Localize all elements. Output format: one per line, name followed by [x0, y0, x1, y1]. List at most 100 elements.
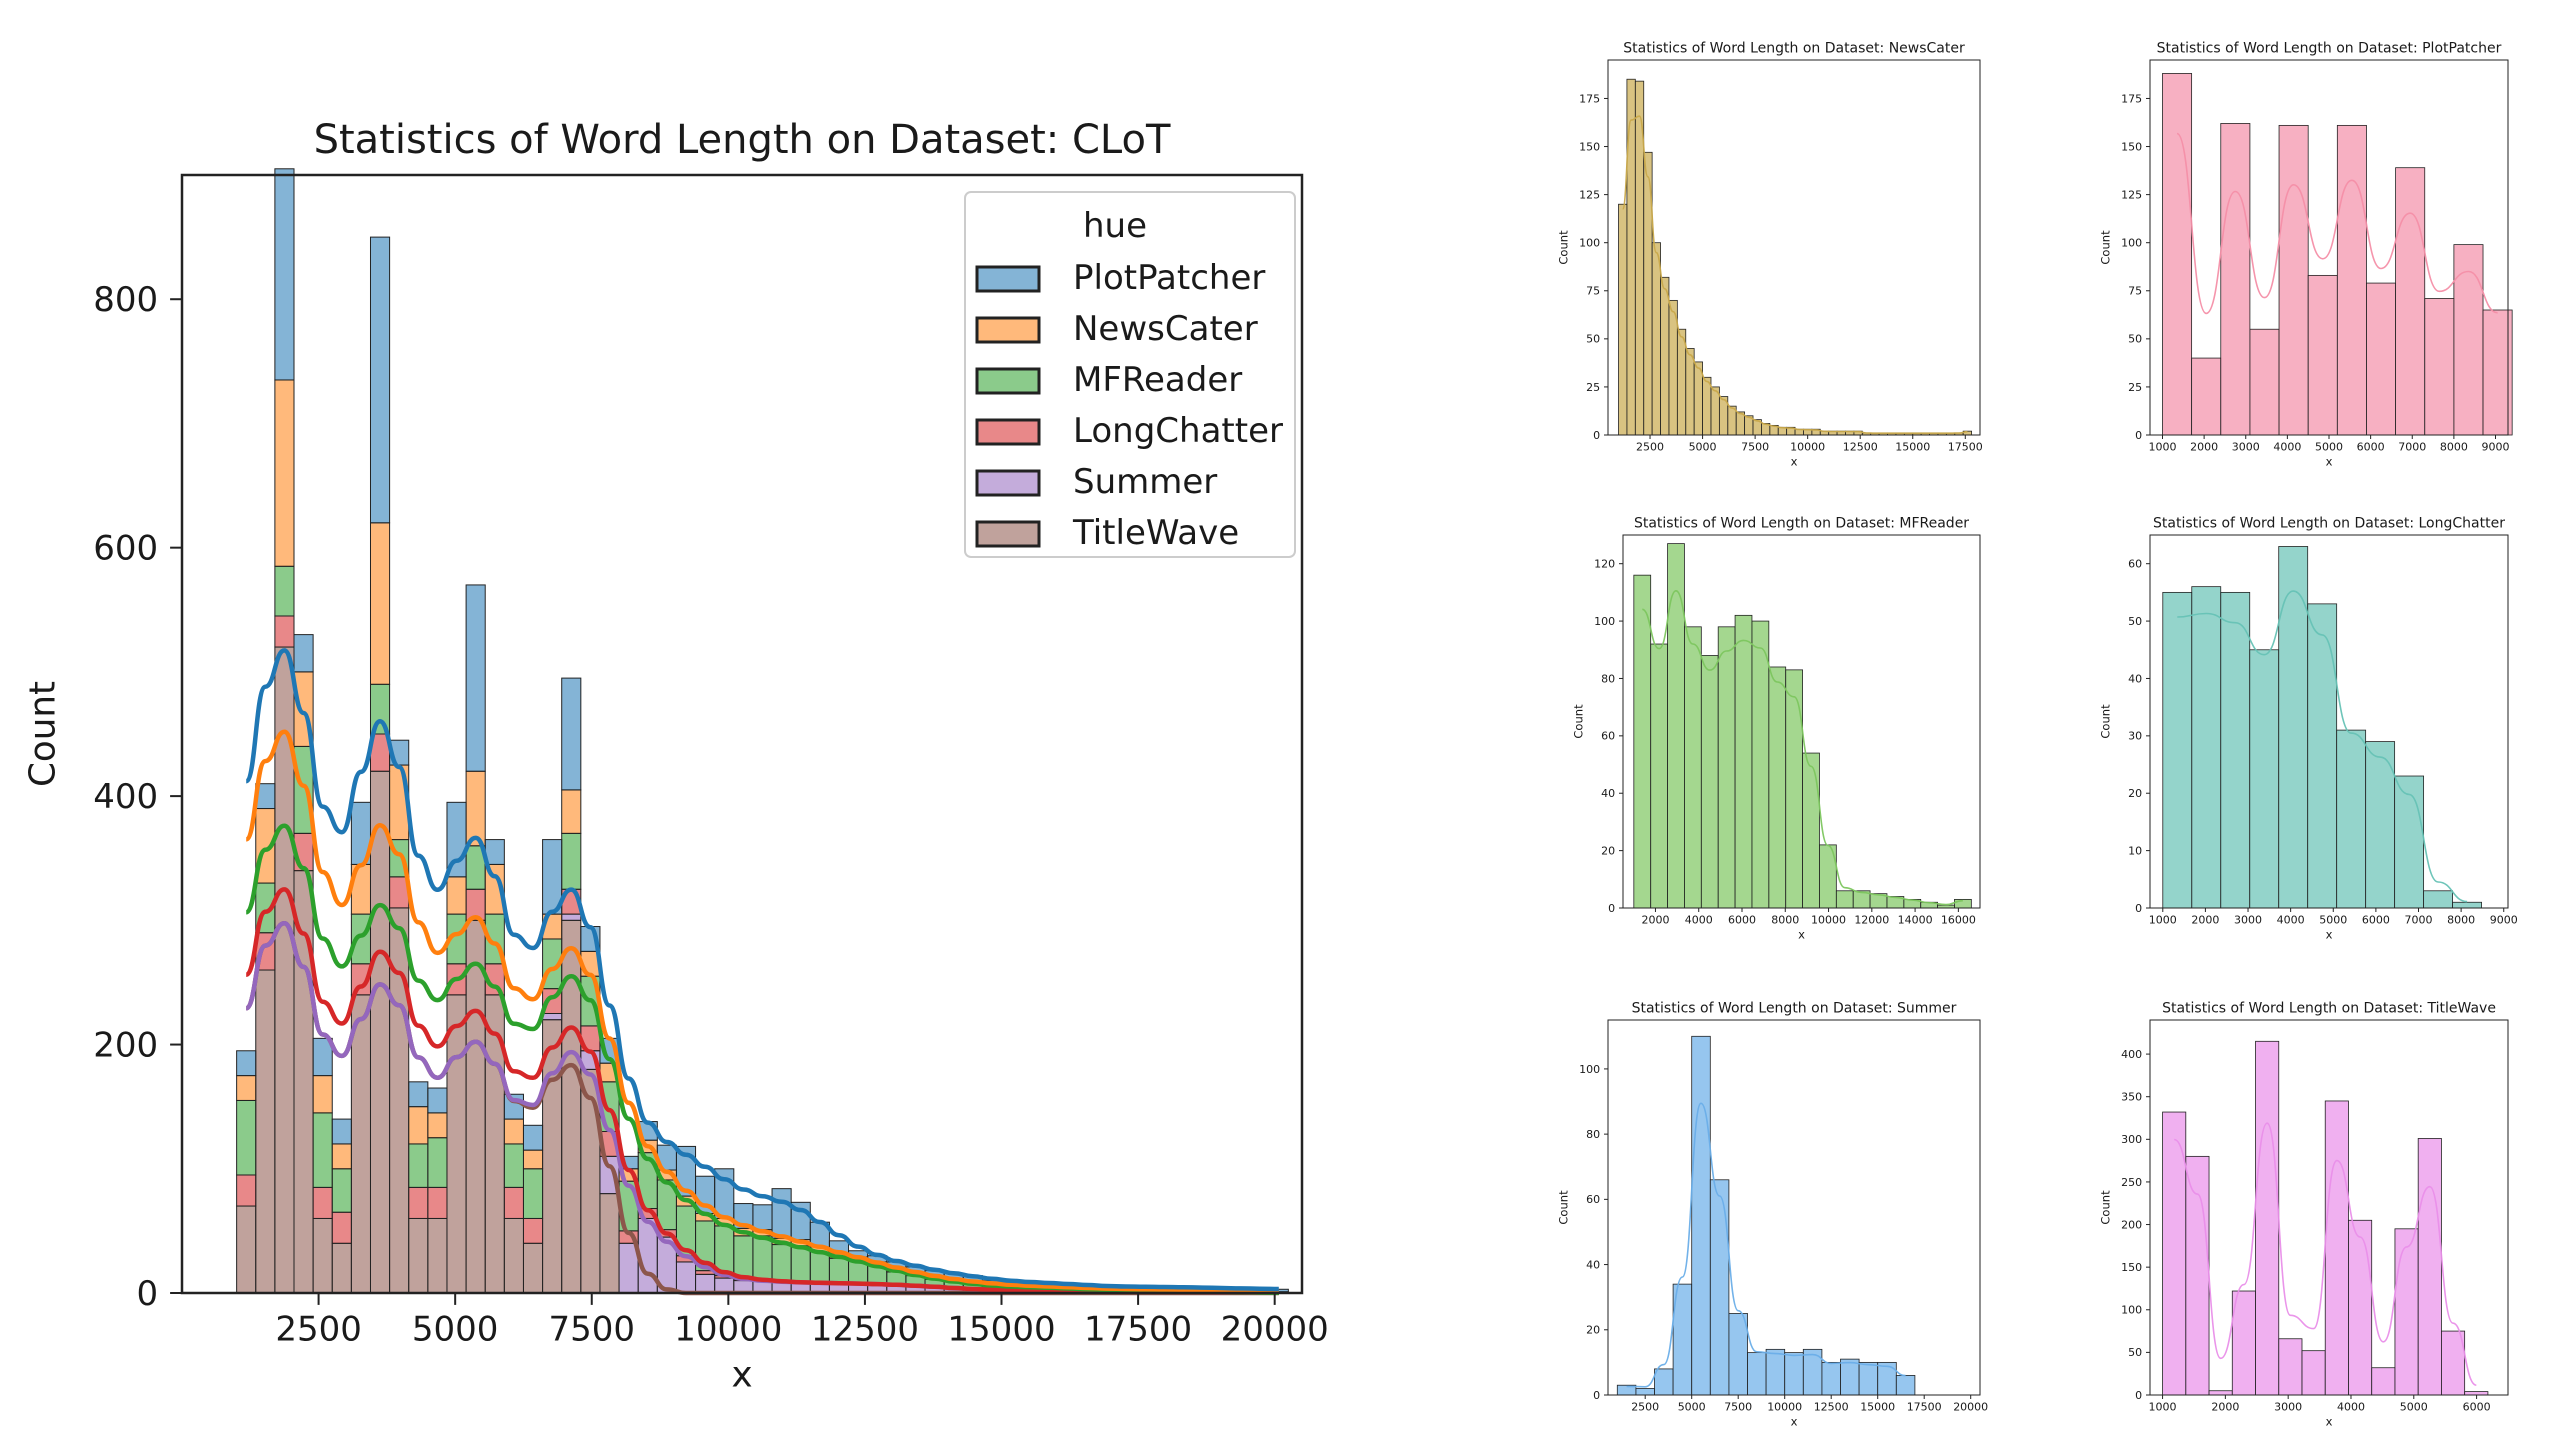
newscater-xtick-label: 7500 [1741, 441, 1769, 454]
mfreader-ytick-label: 100 [1594, 615, 1615, 628]
longchatter-title: Statistics of Word Length on Dataset: Lo… [2153, 515, 2505, 531]
plotpatcher-bar [2424, 298, 2455, 436]
mfreader-bar [1734, 614, 1753, 909]
summer-bar [1895, 1375, 1916, 1396]
mfreader-xtick-label: 2000 [1641, 914, 1669, 927]
summer-xlabel: x [1791, 1414, 1798, 1428]
plotpatcher-ytick-label: 150 [2121, 140, 2142, 153]
bar-mfreader [771, 1244, 792, 1283]
mfreader-ytick-label: 20 [1601, 844, 1615, 857]
newscater-title: Statistics of Word Length on Dataset: Ne… [1623, 40, 1965, 56]
bar-titlewave [522, 1242, 544, 1294]
main-xtick-label: 10000 [674, 1310, 782, 1350]
titlewave-bar [2324, 1100, 2349, 1396]
titlewave-bar [2464, 1391, 2489, 1396]
bar-longchatter [274, 615, 295, 648]
bar-titlewave [446, 994, 467, 1294]
plotpatcher-frame [2149, 59, 2509, 436]
longchatter-bar [2336, 729, 2367, 909]
summer-ylabel: Count [1557, 1190, 1571, 1225]
longchatter-xlabel: x [2326, 927, 2333, 941]
plotpatcher-bar [2278, 124, 2309, 436]
summer-xtick-label: 5000 [1678, 1401, 1706, 1414]
bar-newscater [274, 379, 295, 567]
bar-titlewave [580, 1068, 601, 1294]
bar-longchatter [236, 1174, 257, 1207]
newscater-xtick-label: 12500 [1843, 441, 1878, 454]
newscater-xtick-label: 10000 [1790, 441, 1825, 454]
bar-mfreader [752, 1235, 773, 1280]
main-ytick-label: 400 [93, 777, 158, 817]
newscater-frame [1607, 59, 1981, 436]
bar-titlewave [350, 994, 371, 1294]
summer-ytick-label: 20 [1586, 1324, 1600, 1337]
mfreader-bar [1751, 620, 1770, 909]
newscater-ytick-label: 50 [1586, 333, 1600, 346]
bar-mfreader [503, 1143, 524, 1188]
longchatter-ytick-label: 40 [2128, 672, 2142, 685]
mfreader-bar [1785, 669, 1803, 909]
summer-bar [1840, 1358, 1860, 1396]
newscater-ytick-label: 0 [1593, 429, 1600, 442]
bar-plotpatcher [561, 677, 582, 791]
bar-plotpatcher [408, 1081, 429, 1108]
plotpatcher-xtick-label: 2000 [2190, 441, 2218, 454]
main-xtick-label: 20000 [1221, 1310, 1329, 1350]
summer-bar [1784, 1352, 1804, 1396]
plotpatcher-bar [2162, 73, 2193, 436]
bar-longchatter [408, 1186, 429, 1219]
bar-mfreader [561, 832, 582, 890]
summer-bar [1765, 1348, 1786, 1396]
longchatter-ytick-label: 30 [2128, 730, 2142, 743]
newscater-bar [1618, 203, 1628, 436]
plotpatcher-ylabel: Count [2099, 230, 2113, 265]
mfreader-xtick-label: 10000 [1811, 914, 1846, 927]
bar-longchatter [312, 1186, 333, 1219]
mfreader-bar [1802, 752, 1820, 909]
plotpatcher-xtick-label: 9000 [2482, 441, 2510, 454]
titlewave-bar [2231, 1290, 2256, 1396]
mfreader-bar [1954, 898, 1972, 909]
titlewave-xlabel: x [2326, 1414, 2333, 1428]
longchatter-bar [2423, 890, 2453, 909]
main-xtick-label: 15000 [947, 1310, 1055, 1350]
plotpatcher-xlabel: x [2326, 454, 2333, 468]
newscater-ytick-label: 175 [1579, 92, 1600, 105]
mfreader-ylabel: Count [1572, 704, 1586, 739]
bar-plotpatcher [236, 1050, 257, 1077]
summer-xtick-label: 2500 [1631, 1401, 1659, 1414]
summer-xtick-label: 17500 [1907, 1401, 1942, 1414]
longchatter-xtick-label: 2000 [2191, 914, 2219, 927]
titlewave-ytick-label: 150 [2121, 1261, 2142, 1274]
titlewave-ytick-label: 200 [2121, 1218, 2142, 1231]
plotpatcher-bar [2453, 244, 2484, 436]
summer-bar [1858, 1361, 1879, 1396]
mfreader-bar [1768, 666, 1787, 909]
legend-title: hue [1083, 206, 1147, 246]
bar-newscater [446, 876, 467, 915]
plotpatcher-ytick-label: 100 [2121, 237, 2142, 250]
mfreader-ytick-label: 60 [1601, 730, 1615, 743]
titlewave-xtick-label: 3000 [2274, 1401, 2302, 1414]
summer-xtick-label: 7500 [1724, 1401, 1752, 1414]
bar-titlewave [599, 1193, 620, 1294]
longchatter-bar [2191, 586, 2222, 909]
mfreader-bar [1835, 890, 1854, 909]
main-xtick-label: 17500 [1084, 1310, 1192, 1350]
mfreader-xtick-label: 16000 [1941, 914, 1976, 927]
legend-label-longchatter: LongChatter [1073, 411, 1283, 451]
summer-bar [1877, 1361, 1897, 1396]
newscater-ylabel: Count [1557, 230, 1571, 265]
longchatter-bar [2452, 901, 2482, 909]
plotpatcher-xtick-label: 4000 [2273, 441, 2301, 454]
plotpatcher-ytick-label: 0 [2135, 429, 2142, 442]
plotpatcher-bar [2395, 167, 2426, 436]
mfreader-xtick-label: 4000 [1685, 914, 1713, 927]
summer-xtick-label: 15000 [1860, 1401, 1895, 1414]
legend-swatch-longchatter [975, 418, 1041, 446]
main-xlabel: x [731, 1355, 752, 1396]
legend-swatch-summer [975, 469, 1041, 497]
plotpatcher-ytick-label: 125 [2121, 188, 2142, 201]
bar-newscater [561, 789, 582, 834]
